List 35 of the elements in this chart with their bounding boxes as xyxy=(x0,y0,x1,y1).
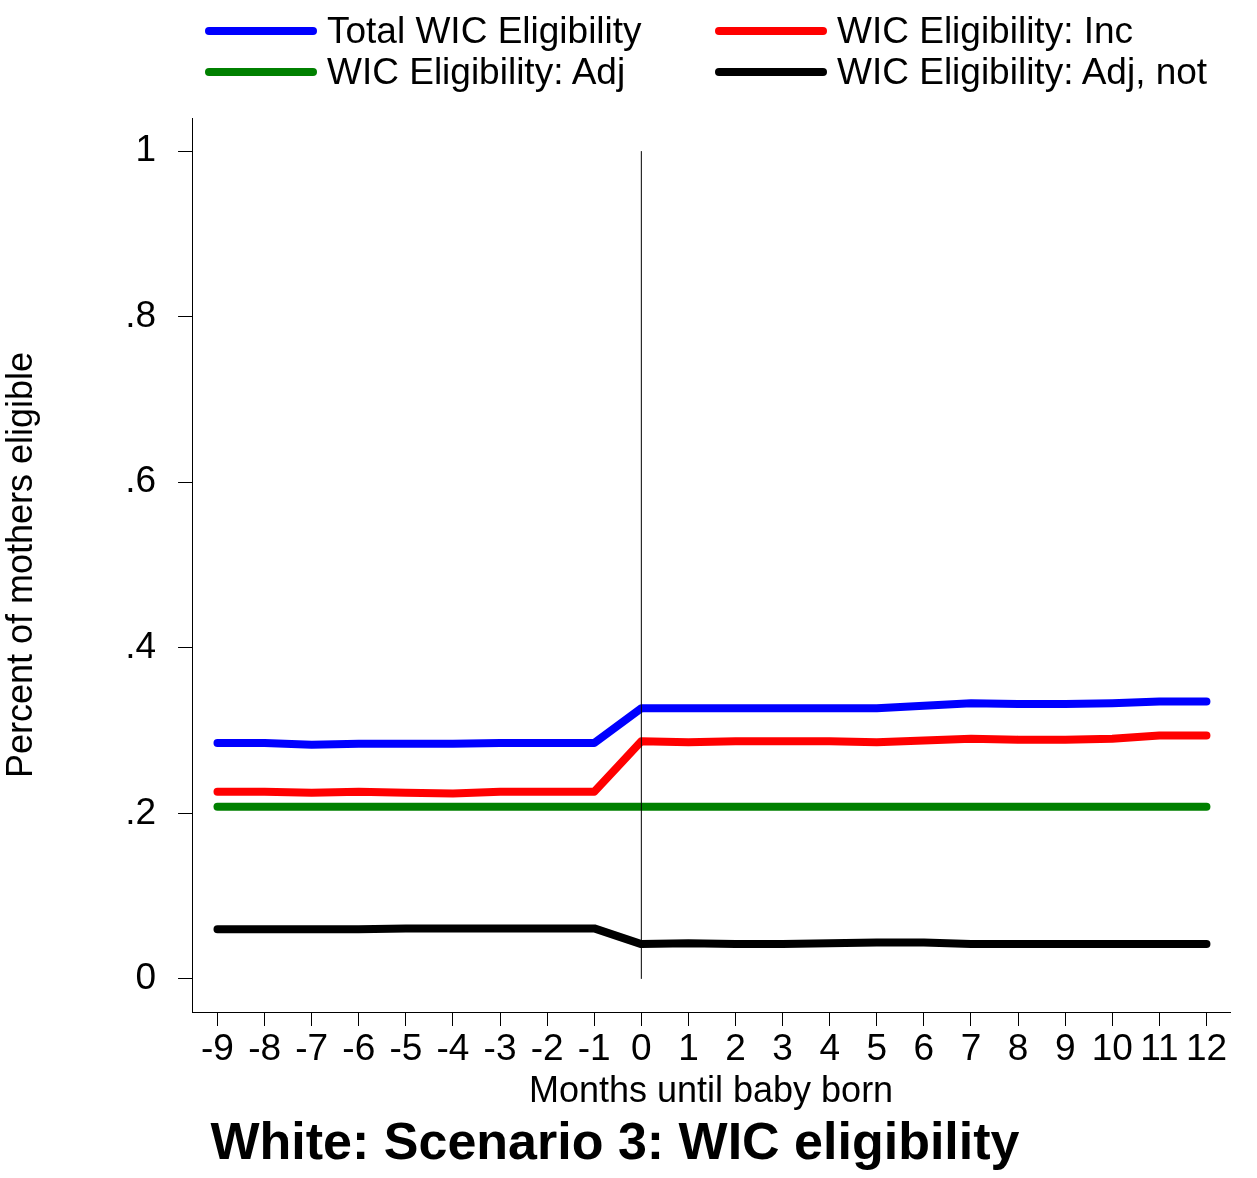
y-tick-label: 0 xyxy=(135,956,157,998)
x-tick-label: -4 xyxy=(436,1027,470,1069)
x-tick-label: -5 xyxy=(389,1027,423,1069)
x-tick-label: -9 xyxy=(201,1027,234,1069)
x-tick-label: 10 xyxy=(1091,1027,1133,1069)
x-tick-label: -2 xyxy=(530,1027,564,1069)
x-tick-label: -1 xyxy=(577,1027,611,1069)
x-tick-label: 1 xyxy=(678,1027,699,1069)
x-tick-label: -3 xyxy=(483,1027,517,1069)
y-tick-label: .8 xyxy=(125,293,157,335)
x-tick-label: 12 xyxy=(1185,1027,1228,1069)
x-tick-label: 4 xyxy=(819,1027,840,1069)
legend-label: Total WIC Eligibility xyxy=(327,10,642,51)
x-tick-label: 8 xyxy=(1007,1027,1029,1069)
text: White: Scenario 3: WIC eligibility xyxy=(210,1112,1020,1171)
x-tick-label: 2 xyxy=(725,1027,746,1069)
y-tick-label: .6 xyxy=(125,459,157,501)
x-tick-label: -8 xyxy=(248,1027,282,1069)
y-tick-label: .4 xyxy=(125,624,157,666)
x-tick-label: 7 xyxy=(960,1027,982,1069)
legend-label: WIC Eligibility: Inc xyxy=(837,10,1134,51)
x-tick-label: 5 xyxy=(866,1027,888,1069)
x-axis-title: Months until baby born xyxy=(528,1068,894,1110)
y-tick-label: 1 xyxy=(135,128,157,170)
y-tick-label: .2 xyxy=(125,790,157,832)
x-tick-label: 9 xyxy=(1054,1027,1076,1069)
x-tick-label: 6 xyxy=(913,1027,935,1069)
y-axis-title: Percent of mothers eligible xyxy=(0,351,40,779)
x-tick-label: 0 xyxy=(631,1027,652,1069)
legend-label: WIC Eligibility: Adj, not xyxy=(837,51,1208,92)
x-tick-label: -6 xyxy=(342,1027,376,1069)
legend-label: WIC Eligibility: Adj xyxy=(327,51,626,92)
x-tick-label: 3 xyxy=(772,1027,793,1069)
x-tick-label: -7 xyxy=(295,1027,329,1069)
x-tick-label: 11 xyxy=(1140,1027,1179,1069)
